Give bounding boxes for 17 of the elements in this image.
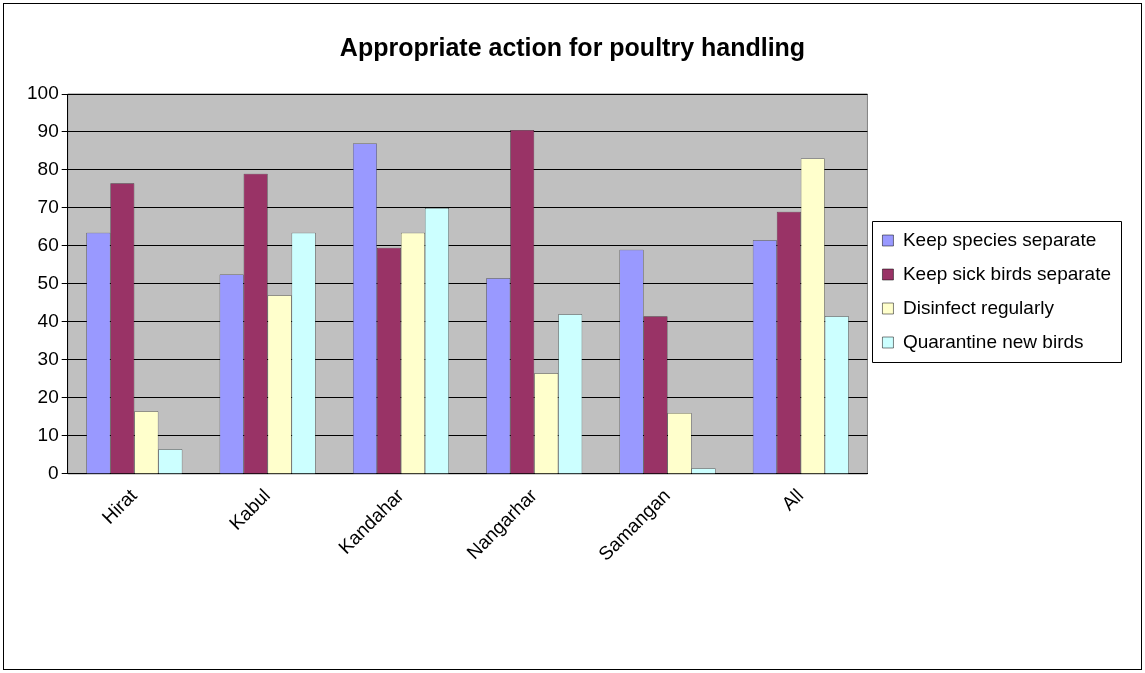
y-tick-label: 90 <box>37 120 59 142</box>
y-tick-label: 60 <box>37 234 59 256</box>
legend-label: Keep sick birds separate <box>902 262 1112 284</box>
y-tick-label: 100 <box>27 82 59 104</box>
x-tick-label: All <box>777 484 808 515</box>
y-tick-label: 0 <box>48 462 59 484</box>
chart-title: Appropriate action for poultry handling <box>339 32 806 61</box>
y-tick-label: 40 <box>37 310 59 332</box>
y-tick-label: 10 <box>37 424 59 446</box>
y-tick-label: 20 <box>37 386 59 408</box>
legend-label: Quarantine new birds <box>902 330 1084 352</box>
y-tick-label: 70 <box>37 196 59 218</box>
legend-label: Keep species separate <box>902 228 1097 250</box>
y-tick-label: 30 <box>37 348 59 370</box>
y-tick-label: 50 <box>37 272 59 294</box>
legend-label: Disinfect regularly <box>902 296 1055 318</box>
y-tick-label: 80 <box>37 158 59 180</box>
